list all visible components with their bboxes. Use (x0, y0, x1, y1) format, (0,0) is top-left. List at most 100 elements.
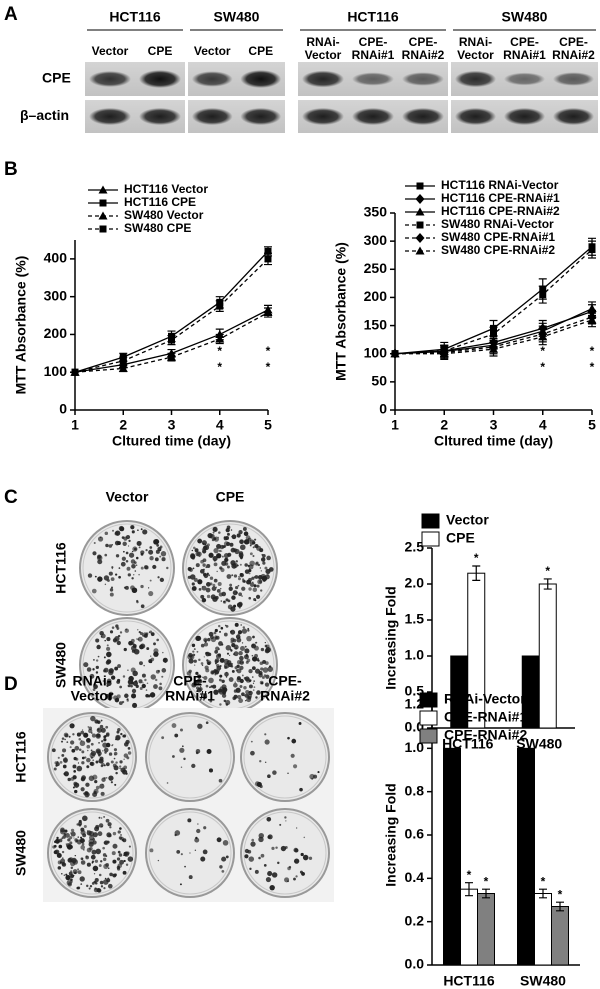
colony (135, 556, 139, 560)
colony (62, 757, 68, 763)
colony (138, 679, 143, 684)
colony (61, 873, 63, 875)
colony (140, 528, 143, 531)
colony (248, 668, 253, 674)
colony (123, 758, 125, 760)
colony (82, 815, 88, 822)
colony (103, 886, 106, 890)
plate (240, 712, 330, 802)
colony (116, 857, 121, 861)
colony (77, 886, 81, 890)
colony (248, 568, 252, 573)
colony (194, 837, 200, 843)
colony (235, 647, 238, 650)
colony (244, 645, 247, 648)
marker (216, 302, 224, 310)
y-tick-label: 2.5 (405, 539, 425, 555)
colony (91, 733, 96, 738)
colony (262, 553, 266, 558)
colony (65, 873, 68, 876)
colony (92, 759, 95, 762)
colony (248, 690, 253, 696)
colony (221, 693, 227, 698)
colony (237, 630, 243, 635)
colony (221, 869, 225, 873)
colony (114, 698, 120, 703)
colony (242, 626, 245, 629)
colony (98, 816, 101, 819)
colony (74, 789, 78, 794)
colony (114, 666, 119, 671)
colony (61, 753, 65, 757)
colony (192, 567, 195, 570)
colony (218, 678, 222, 682)
colony (76, 823, 79, 826)
colony (202, 676, 204, 678)
column-label: CPE- (173, 673, 207, 689)
colony (115, 761, 118, 764)
marker (390, 349, 400, 358)
colony (214, 673, 217, 676)
colony (142, 682, 144, 684)
colony (235, 669, 238, 672)
lane-label: CPE (148, 44, 173, 58)
colony (184, 865, 186, 868)
plate-rim (243, 811, 327, 895)
blot-band (139, 70, 181, 88)
colony (101, 762, 105, 767)
colony (161, 675, 164, 678)
colony (233, 682, 238, 688)
colony (83, 732, 89, 738)
colony (269, 884, 275, 891)
colony (230, 629, 236, 635)
colony (149, 546, 153, 549)
y-tick-label: 100 (44, 363, 68, 379)
colony (241, 692, 245, 697)
colony (216, 543, 222, 549)
marker (168, 336, 175, 344)
colony (161, 736, 165, 740)
colony (225, 645, 232, 651)
colony (254, 645, 259, 651)
colony (295, 875, 298, 878)
bar (551, 906, 569, 966)
error-bar (465, 882, 473, 897)
colony (86, 884, 89, 888)
colony (89, 884, 93, 888)
colony (81, 761, 85, 765)
colony (106, 579, 108, 581)
colony (148, 590, 154, 597)
colony (145, 632, 149, 636)
colony (199, 555, 201, 558)
colony (252, 546, 255, 549)
colony (136, 540, 142, 546)
colony (303, 836, 306, 839)
colony (294, 861, 296, 863)
colony (219, 657, 225, 663)
y-tick-label: 0 (379, 401, 387, 417)
colony (207, 532, 213, 539)
colony (267, 666, 274, 672)
blot-band (139, 107, 181, 126)
colony (150, 657, 155, 662)
colony (174, 733, 179, 738)
colony (107, 694, 113, 701)
colony (257, 579, 263, 585)
colony (263, 864, 267, 867)
colony (150, 632, 155, 637)
colony (252, 635, 255, 639)
colony (201, 664, 204, 667)
colony (245, 690, 250, 695)
colony (285, 820, 287, 822)
colony (206, 563, 211, 569)
colony (149, 579, 152, 582)
marker (587, 315, 597, 324)
colony (127, 669, 129, 671)
colony (63, 772, 66, 776)
lane-label: Vector (194, 44, 231, 58)
blot-band (240, 107, 282, 126)
colony (256, 545, 262, 551)
colony (113, 860, 117, 864)
colony (149, 556, 154, 561)
colony (234, 681, 236, 683)
